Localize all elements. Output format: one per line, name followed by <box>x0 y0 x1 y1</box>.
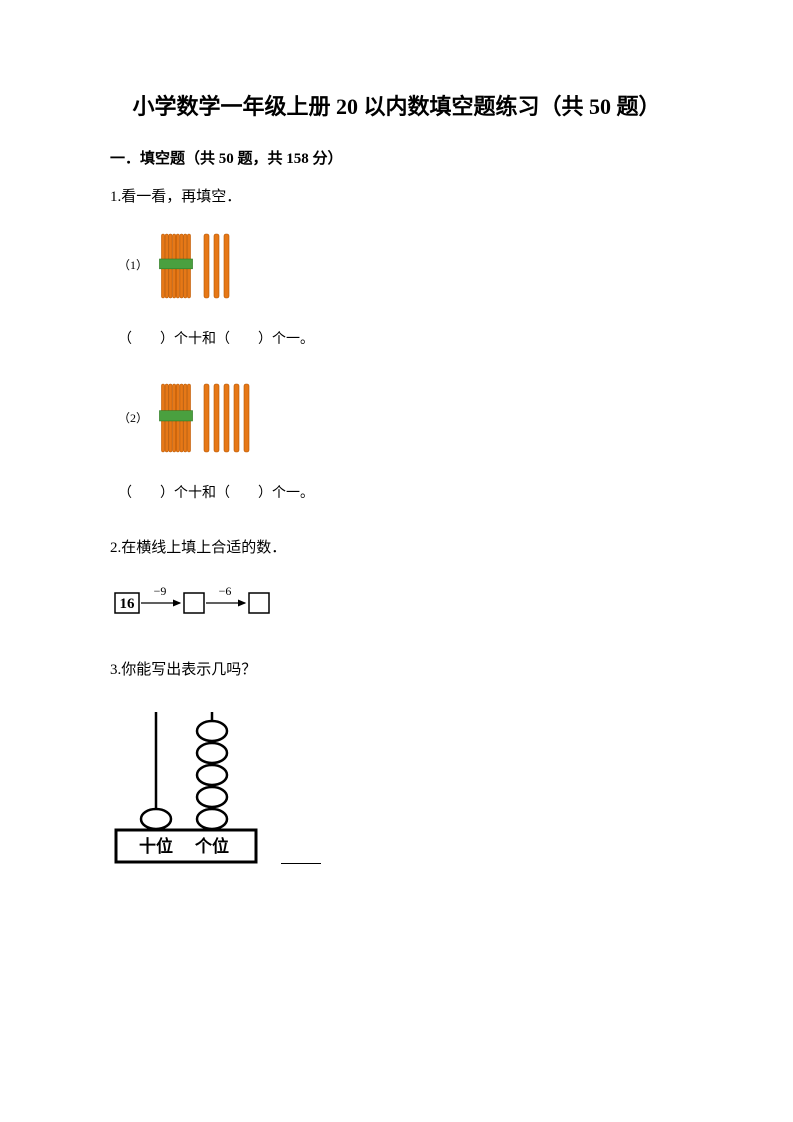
ones-label: 个位 <box>194 836 229 856</box>
q2-number: 2. <box>110 540 121 556</box>
q2-diagram: 16 −9 −6 <box>110 582 683 624</box>
q2-op2: −6 <box>219 584 232 598</box>
question-3: 3.你能写出表示几吗？ 十位 个位 <box>110 658 683 864</box>
q3-number: 3. <box>110 662 121 678</box>
question-1: 1.看一看，再填空． （1） （ ）个十和（ ）个一。 （2） （ <box>110 185 683 506</box>
bundle-icon <box>158 231 194 301</box>
q1-sub2-fill: （ ）个十和（ ）个一。 <box>110 483 683 505</box>
q2-start: 16 <box>120 596 136 612</box>
q2-op1: −9 <box>154 584 167 598</box>
sticks-image-1 <box>158 231 242 301</box>
q1-sub2-label: （2） <box>118 409 148 428</box>
q3-diagram: 十位 个位 <box>110 704 683 864</box>
bundle-icon <box>158 381 194 455</box>
loose-sticks-icon <box>202 381 258 455</box>
question-2: 2.在横线上填上合适的数． 16 −9 −6 <box>110 536 683 624</box>
q1-sub2: （2） （ ）个十和（ ）个一。 <box>110 381 683 505</box>
q1-text: 看一看，再填空． <box>121 189 241 205</box>
sticks-image-2 <box>158 381 258 455</box>
q1-sub1-label: （1） <box>118 256 148 275</box>
q3-text: 你能写出表示几吗？ <box>121 662 256 678</box>
q1-sub1: （1） （ ）个十和（ ）个一。 <box>110 231 683 351</box>
q1-number: 1. <box>110 189 121 205</box>
loose-sticks-icon <box>202 231 242 301</box>
tens-label: 十位 <box>139 836 173 856</box>
section-header: 一．填空题（共 50 题，共 158 分） <box>110 147 683 171</box>
page-title: 小学数学一年级上册 20 以内数填空题练习（共 50 题） <box>110 90 683 123</box>
q1-sub1-fill: （ ）个十和（ ）个一。 <box>110 329 683 351</box>
q3-answer-blank <box>281 863 321 864</box>
q2-text: 在横线上填上合适的数． <box>121 540 286 556</box>
